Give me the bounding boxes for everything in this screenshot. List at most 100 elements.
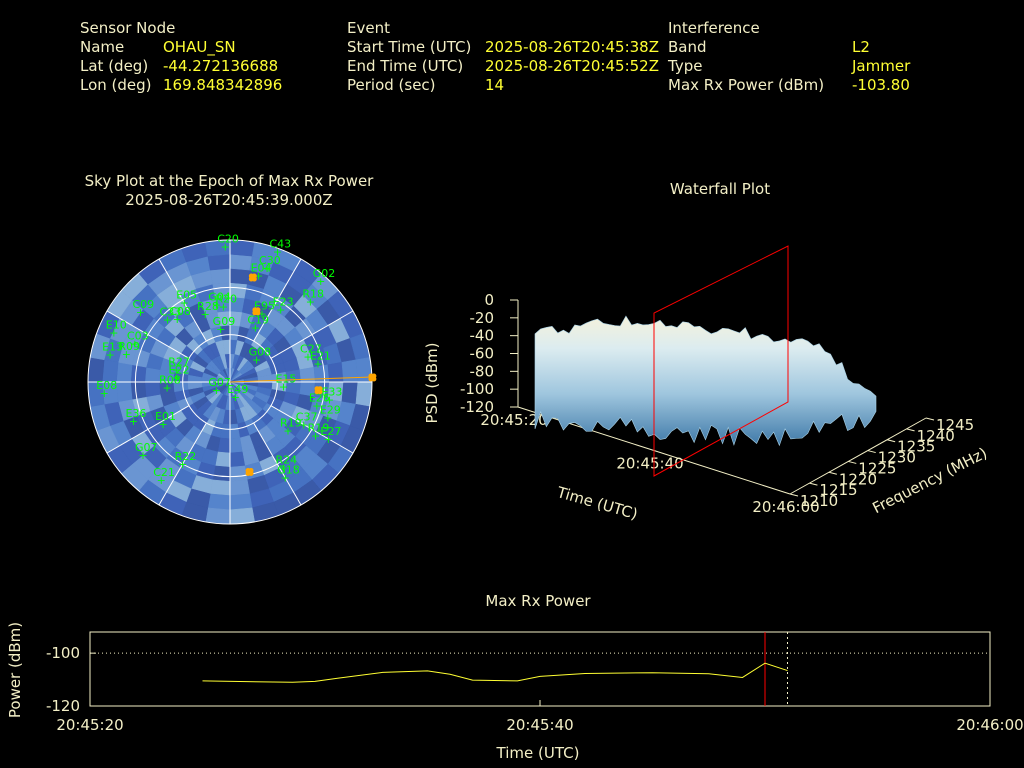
z-tick-label: -80 [470, 362, 495, 380]
satellite-marker: + [157, 474, 166, 487]
satellite-marker: + [313, 357, 322, 370]
power-ticks: 20:45:20 20:45:40 20:46:00 -100 -120 [46, 644, 1024, 734]
satellite-label: E29 [320, 404, 341, 417]
sky-cell [205, 240, 231, 257]
frequency-tick [887, 439, 896, 443]
satellite-label: G04 [208, 290, 231, 303]
satellite-label: E10 [106, 319, 127, 332]
satellite-marker: + [221, 240, 230, 253]
sensor-name-value: OHAU_SN [163, 38, 236, 56]
satellite-marker: + [325, 394, 334, 407]
jammer-layer [229, 273, 377, 477]
frequency-tick [867, 450, 876, 454]
waterfall-title: Waterfall Plot [670, 180, 770, 198]
satellite-label: E23 [273, 296, 294, 309]
satellite-label: R27 [168, 356, 190, 369]
satellite-label: E33 [321, 386, 342, 399]
power-x-tick-label: 20:45:40 [506, 716, 573, 734]
satellite-label: C20 [217, 232, 239, 245]
event-end-value: 2025-08-26T20:45:52Z [485, 57, 659, 75]
power-x-tick-label: 20:45:20 [56, 716, 123, 734]
satellite-label: R22 [175, 450, 197, 463]
satellite-marker: + [273, 246, 282, 259]
sensor-lat-label: Lat (deg) [80, 57, 149, 75]
satellite-label: R09 [118, 340, 140, 353]
azimuth-spoke [106, 310, 190, 359]
event-start-value: 2025-08-26T20:45:38Z [485, 38, 659, 56]
satellite-label: C43 [269, 238, 291, 251]
satellite-label: C19 [247, 314, 269, 327]
frequency-tick [906, 428, 915, 432]
satellite-marker: + [212, 298, 221, 311]
frequency-tick [789, 493, 799, 497]
power-ylabel: Power (dBm) [6, 622, 24, 718]
event-start-label: Start Time (UTC) [347, 38, 472, 56]
satellite-marker: + [316, 275, 325, 288]
sensor-lat-value: -44.272136688 [163, 57, 279, 75]
satellite-marker: + [178, 458, 187, 471]
frequency-tick [925, 417, 935, 421]
satellite-label: C21 [153, 466, 175, 479]
satellite-label: C37 [296, 411, 318, 424]
satellite-label: E27 [320, 425, 341, 438]
satellite-label: E21 [310, 349, 331, 362]
satellite-label: C08 [169, 305, 191, 318]
event-period-value: 14 [485, 76, 505, 94]
sky-cell [88, 381, 105, 407]
satellite-marker: + [303, 351, 312, 364]
satellite-marker: + [163, 382, 172, 395]
event-heading: Event [347, 19, 390, 37]
z-tick-label: -100 [460, 380, 494, 398]
satellite-label: E04 [251, 261, 272, 274]
satellite-marker: + [311, 430, 320, 443]
frequency-tick [809, 482, 818, 486]
frequency-tick-label: 1240 [917, 427, 955, 445]
satellite-marker: + [172, 371, 181, 384]
azimuth-spoke [106, 405, 190, 454]
satellite-label: E15 [275, 373, 296, 386]
satellite-layer: +C20+C43+C30+E04+G02+R18+E23+C19+G08 +C27… [96, 232, 342, 487]
frequency-axis [789, 417, 927, 495]
sky-grid [87, 239, 373, 525]
satellite-marker: + [324, 433, 333, 446]
satellite-label: R19 [308, 422, 330, 435]
satellite-label: R20 [215, 293, 237, 306]
sky-plot-subtitle: 2025-08-26T20:45:39.000Z [125, 191, 332, 209]
satellite-marker: + [299, 419, 308, 432]
satellite-label: R18 [302, 288, 324, 301]
satellite-label: R08 [159, 374, 181, 387]
sensor-lon-value: 169.848342896 [163, 76, 283, 94]
satellite-label: C09 [132, 298, 154, 311]
satellite-marker: + [163, 314, 172, 327]
satellite-marker: + [276, 304, 285, 317]
azimuth-spoke [270, 405, 354, 454]
satellite-marker: + [129, 415, 138, 428]
satellite-marker: + [180, 297, 189, 310]
satellite-marker: + [279, 381, 288, 394]
interference-type-label: Type [668, 57, 703, 75]
satellite-marker: + [216, 323, 225, 336]
sky-cell [229, 507, 255, 524]
satellite-label: R19 [280, 417, 302, 430]
z-tick-label: 0 [484, 291, 494, 309]
interference-band-label: Band [668, 38, 707, 56]
satellite-marker: + [262, 262, 271, 275]
satellite-label: G08 [249, 346, 272, 359]
power-x-tick-label: 20:46:00 [956, 716, 1023, 734]
jammer-point [251, 276, 257, 282]
satellite-label: C33 [160, 306, 182, 319]
satellite-label: G18 [277, 464, 300, 477]
frequency-tick [848, 460, 857, 464]
sensor-heading: Sensor Node [80, 19, 176, 37]
interference-band-value: L2 [852, 38, 870, 56]
satellite-marker: + [252, 354, 261, 367]
satellite-marker: + [130, 338, 139, 351]
jammer-point [248, 471, 254, 477]
jammer-point [255, 310, 261, 316]
satellite-marker: + [219, 301, 228, 314]
jammer-bearing-line [229, 376, 372, 383]
interference-heading: Interference [668, 19, 760, 37]
